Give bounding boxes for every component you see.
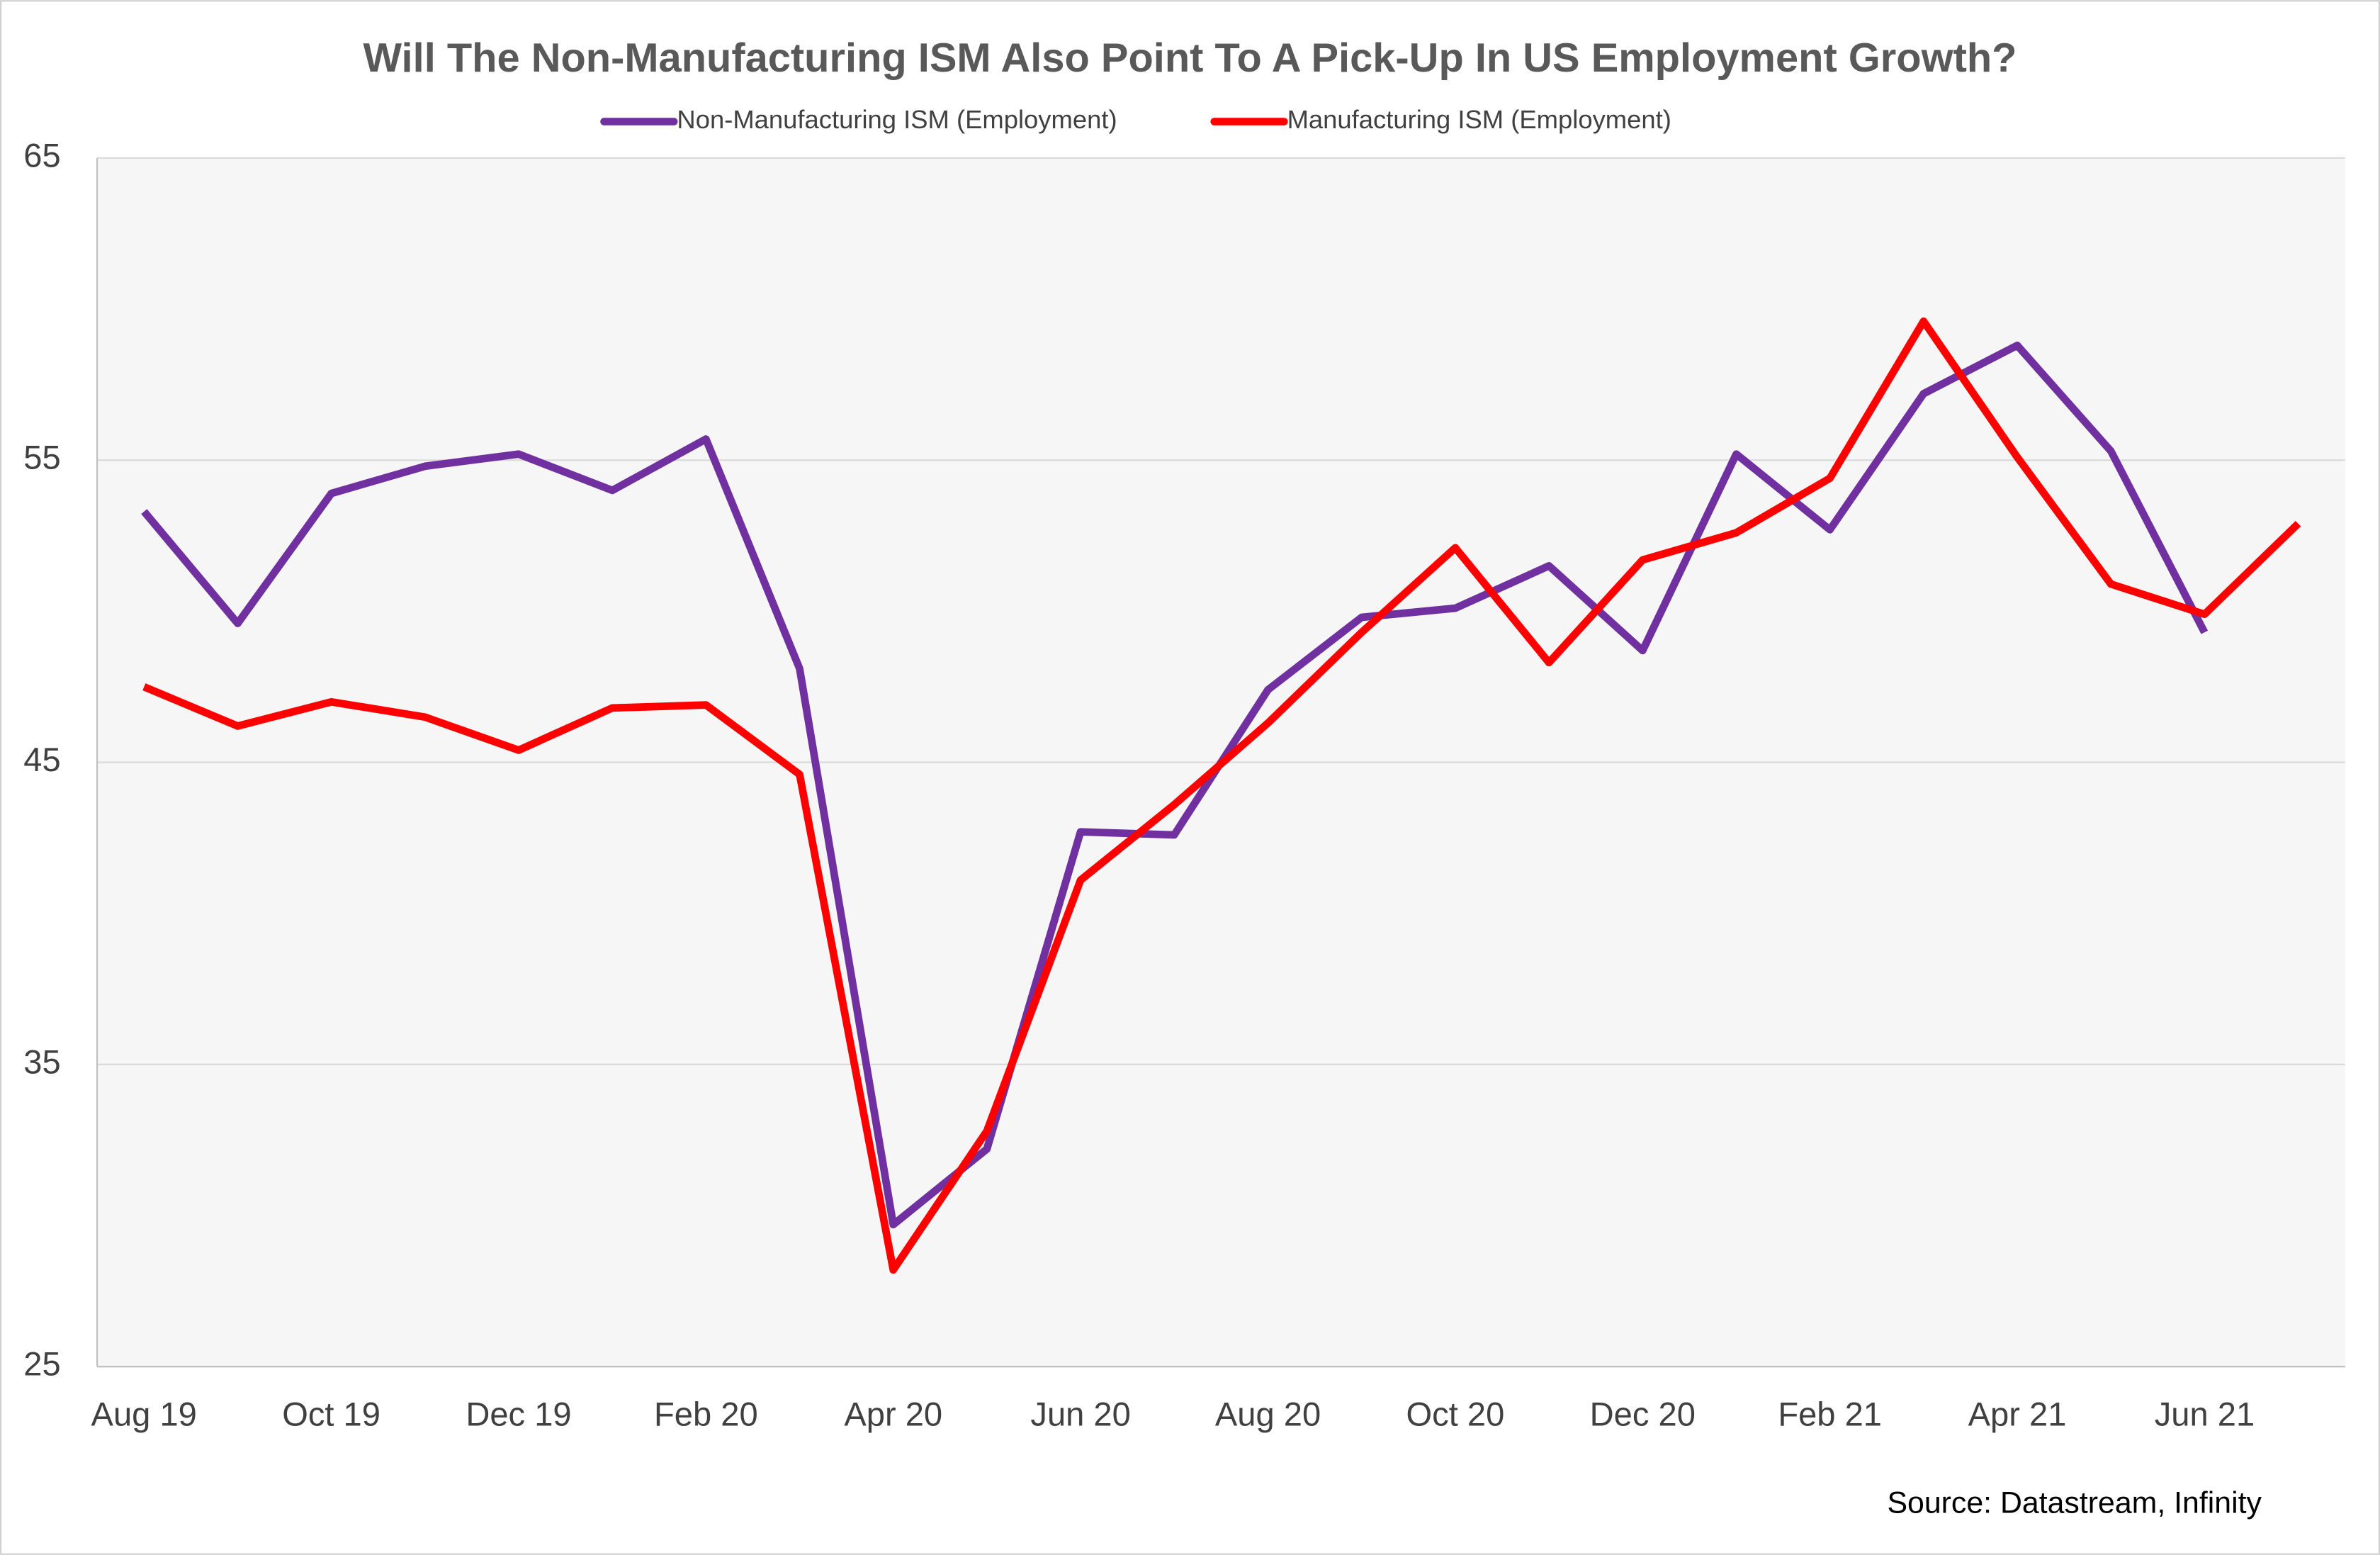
x-tick-label: Aug 19 <box>91 1395 197 1432</box>
legend-label: Manufacturing ISM (Employment) <box>1287 105 1671 134</box>
x-tick-label: Dec 19 <box>466 1395 571 1432</box>
x-tick-label: Feb 20 <box>654 1395 758 1432</box>
y-tick-label: 45 <box>23 741 60 778</box>
x-tick-label: Jun 20 <box>1030 1395 1130 1432</box>
x-tick-label: Jun 21 <box>2155 1395 2255 1432</box>
y-tick-label: 55 <box>23 439 60 476</box>
x-tick-label: Oct 20 <box>1406 1395 1505 1432</box>
x-tick-label: Aug 20 <box>1215 1395 1321 1432</box>
x-tick-label: Feb 21 <box>1778 1395 1882 1432</box>
y-tick-label: 35 <box>23 1043 60 1080</box>
series-line <box>141 341 2209 1229</box>
series-line <box>142 317 2301 1274</box>
y-tick-label: 25 <box>23 1345 60 1383</box>
x-tick-label: Oct 19 <box>282 1395 380 1432</box>
legend-label: Non-Manufacturing ISM (Employment) <box>677 105 1117 134</box>
x-tick-label: Apr 20 <box>844 1395 942 1432</box>
y-tick-label: 65 <box>23 136 60 174</box>
chart-title: Will The Non-Manufacturing ISM Also Poin… <box>363 35 2017 81</box>
source-note: Source: Datastream, Infinity <box>1887 1486 2262 1520</box>
x-tick-label: Apr 21 <box>1968 1395 2067 1432</box>
x-tick-label: Dec 20 <box>1590 1395 1696 1432</box>
